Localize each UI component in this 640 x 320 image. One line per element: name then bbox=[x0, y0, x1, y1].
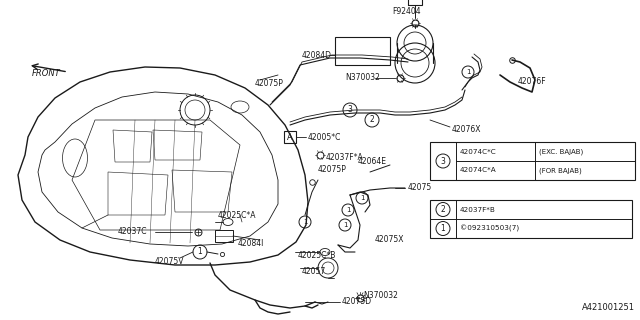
Text: 1: 1 bbox=[343, 222, 348, 228]
Text: 2: 2 bbox=[370, 116, 374, 124]
Text: 1: 1 bbox=[466, 69, 470, 75]
Text: 42075V: 42075V bbox=[155, 258, 184, 267]
Text: 42076X: 42076X bbox=[452, 125, 481, 134]
Text: 42005*C: 42005*C bbox=[308, 132, 341, 141]
Text: 42075P: 42075P bbox=[255, 78, 284, 87]
Bar bbox=[284, 131, 296, 143]
Text: A: A bbox=[412, 0, 418, 3]
Text: 42037C: 42037C bbox=[118, 228, 147, 236]
Text: 1: 1 bbox=[198, 247, 202, 257]
Text: 1: 1 bbox=[440, 224, 445, 233]
Text: 1: 1 bbox=[303, 219, 307, 225]
Text: 42074C*A: 42074C*A bbox=[460, 167, 497, 173]
Text: 1: 1 bbox=[360, 195, 364, 201]
Text: 42025C*A: 42025C*A bbox=[218, 212, 257, 220]
Text: 42075P: 42075P bbox=[318, 165, 347, 174]
Text: N370032: N370032 bbox=[363, 291, 398, 300]
Text: 2: 2 bbox=[440, 205, 445, 214]
Text: 1: 1 bbox=[346, 207, 350, 213]
Text: ©092310503(7): ©092310503(7) bbox=[460, 225, 519, 232]
Text: N370032: N370032 bbox=[345, 74, 380, 83]
Text: A421001251: A421001251 bbox=[582, 303, 635, 312]
Text: 42084D: 42084D bbox=[302, 51, 332, 60]
Bar bbox=[335, 37, 390, 65]
Text: 42074C*C: 42074C*C bbox=[460, 148, 497, 155]
Text: (EXC. BAJAB): (EXC. BAJAB) bbox=[539, 148, 583, 155]
Text: 42037F*B: 42037F*B bbox=[460, 206, 496, 212]
Text: A: A bbox=[287, 132, 293, 141]
Bar bbox=[430, 200, 632, 238]
Text: 42037F*A: 42037F*A bbox=[326, 153, 364, 162]
Bar bbox=[430, 142, 635, 180]
Text: 42057: 42057 bbox=[302, 268, 326, 276]
Text: 42076F: 42076F bbox=[518, 77, 547, 86]
Text: 42075: 42075 bbox=[408, 183, 432, 193]
Text: 3: 3 bbox=[440, 156, 445, 165]
Text: 42025C*B: 42025C*B bbox=[298, 251, 337, 260]
Text: 42084I: 42084I bbox=[238, 239, 264, 249]
Text: 42075D: 42075D bbox=[342, 298, 372, 307]
Text: 42064E: 42064E bbox=[358, 157, 387, 166]
Text: (FOR BAJAB): (FOR BAJAB) bbox=[539, 167, 582, 174]
Text: 42075X: 42075X bbox=[375, 236, 404, 244]
Text: 3: 3 bbox=[348, 106, 353, 115]
Text: FRONT: FRONT bbox=[32, 68, 61, 77]
Bar bbox=[408, 0, 422, 5]
Text: F92404: F92404 bbox=[393, 6, 421, 15]
Bar bbox=[215, 230, 233, 242]
